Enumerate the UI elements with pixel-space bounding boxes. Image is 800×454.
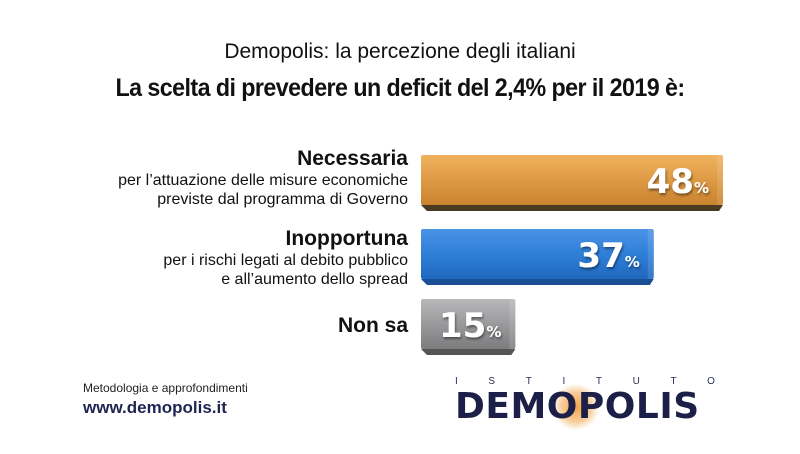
category-description-line: per l’attuazione delle misure economiche bbox=[118, 172, 408, 189]
logo-letter: T bbox=[670, 376, 677, 387]
demopolis-logo: I S T I T U T O DEMOPOLIS bbox=[455, 376, 715, 430]
category-description-line: previste dal programma di Governo bbox=[157, 191, 408, 208]
category-label-necessaria: Necessaria per l’attuazione delle misure… bbox=[118, 147, 408, 209]
bar-face bbox=[421, 229, 654, 279]
footer-url-link[interactable]: www.demopolis.it bbox=[83, 398, 227, 417]
bar-edge bbox=[647, 229, 654, 279]
bar-depth-face bbox=[421, 349, 516, 355]
bar-edge bbox=[509, 299, 516, 349]
footer-note: Metodologia e approfondimenti bbox=[83, 381, 248, 395]
logo-letter: T bbox=[525, 376, 532, 387]
logo-name: DEMOPOLIS bbox=[455, 386, 700, 427]
bar-value-label: 37% bbox=[577, 236, 639, 276]
bar-value-label: 48% bbox=[647, 162, 709, 202]
category-label-non-sa: Non sa bbox=[338, 314, 408, 338]
category-name: Non sa bbox=[337, 314, 408, 337]
logo-letter: U bbox=[632, 376, 640, 387]
category-description-line: per i rischi legati al debito pubblico bbox=[163, 252, 408, 269]
logo-letter: O bbox=[707, 376, 715, 387]
bar-inopportuna: 37% bbox=[421, 229, 654, 285]
logo-glow bbox=[553, 384, 599, 430]
category-description-line: e all’aumento dello spread bbox=[221, 271, 408, 288]
bar-depth-face bbox=[421, 279, 654, 285]
logo-letter: I bbox=[562, 376, 566, 387]
logo-istituto: I S T I T U T O bbox=[455, 376, 715, 387]
bar-value-label: 15% bbox=[439, 306, 501, 346]
chart-title: La scelta di prevedere un deficit del 2,… bbox=[115, 74, 685, 102]
category-label-inopportuna: Inopportuna per i rischi legati al debit… bbox=[163, 227, 408, 289]
bar-depth-face bbox=[421, 205, 723, 211]
category-name: Inopportuna bbox=[285, 227, 408, 250]
bar-edge bbox=[717, 155, 723, 205]
logo-letter: I bbox=[455, 376, 458, 387]
bar-face bbox=[421, 155, 723, 205]
logo-letter: S bbox=[488, 376, 496, 387]
bar-necessaria: 48% bbox=[421, 155, 723, 211]
chart-subtitle: Demopolis: la percezione degli italiani bbox=[224, 40, 576, 63]
category-name: Necessaria bbox=[297, 147, 408, 170]
bar-non-sa: 15% bbox=[421, 299, 516, 355]
bar-face bbox=[421, 299, 516, 349]
logo-letter: T bbox=[595, 376, 602, 387]
